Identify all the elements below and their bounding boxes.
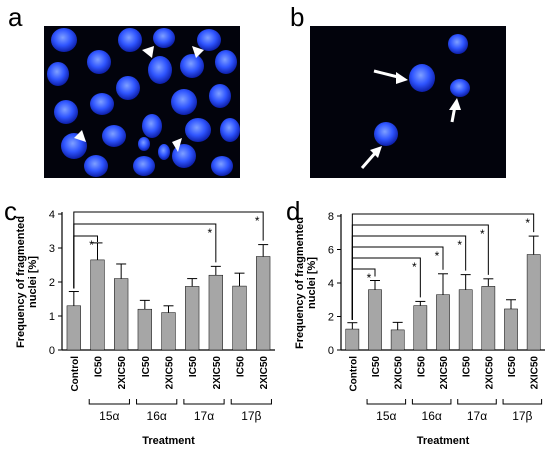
significance-star: * (89, 238, 94, 252)
category-label: IC50 (141, 356, 152, 378)
arrowheads-a (74, 46, 204, 152)
y-tick-label: 0 (328, 345, 334, 357)
significance-star: * (412, 260, 417, 274)
group-bracket (411, 399, 452, 405)
group-label: 17α (194, 409, 214, 423)
category-label: 2XIC50 (117, 356, 128, 390)
significance-star: * (525, 216, 530, 230)
group-label: 15α (99, 409, 119, 423)
bar-chart-d: 0 2 4 6 8 Frequency of fragmented nuclei [%] Co… (294, 211, 545, 447)
significance-star: * (207, 226, 212, 240)
bar (413, 305, 428, 351)
y-tick-label: 4 (328, 278, 334, 290)
y-axis-label-line2: nuclei [%] (306, 257, 318, 309)
bar (137, 308, 152, 351)
micrograph-a (44, 26, 240, 178)
category-label: 2XIC50 (259, 356, 270, 390)
y-tick-label: 4 (49, 209, 55, 221)
bar (208, 274, 223, 351)
category-label: 2XIC50 (439, 356, 450, 390)
group-bracket (88, 399, 130, 405)
category-label: 2XIC50 (165, 356, 176, 390)
group-bracket (502, 399, 543, 405)
panel-label-b: b (290, 2, 305, 32)
y-tick-label: 6 (328, 245, 334, 257)
category-label: 2XIC50 (484, 356, 495, 390)
significance-bracket (351, 213, 535, 320)
bar (368, 289, 382, 351)
group-bracket (457, 399, 497, 405)
bar (481, 286, 496, 351)
group-bracket (136, 399, 178, 405)
group-label: 16α (147, 409, 167, 423)
y-tick-label: 2 (328, 312, 334, 324)
significance-star: * (480, 227, 485, 241)
y-axis-label-line2: nuclei [%] (27, 256, 39, 308)
bar (161, 312, 176, 351)
category-label: IC50 (507, 356, 518, 378)
bar (345, 328, 360, 351)
y-axis-label-line1: Frequency of fragmented (294, 217, 306, 349)
group-label: 17β (512, 409, 532, 423)
significance-star: * (367, 271, 372, 285)
micrograph-b (310, 26, 506, 178)
significance-star: * (457, 238, 462, 252)
group-label: 15α (376, 409, 396, 423)
bar (458, 289, 473, 351)
micrograph-b-image (360, 34, 470, 169)
category-label: IC50 (416, 356, 427, 378)
bar (90, 259, 105, 351)
arrows-b (360, 69, 461, 169)
group-bracket (230, 399, 272, 405)
y-axis-label: Frequency of fragmented nuclei [%] (294, 217, 318, 349)
y-tick-label: 0 (49, 345, 55, 357)
bar (526, 254, 541, 351)
category-label: Control (348, 356, 359, 392)
significance-star: * (435, 249, 440, 263)
bar (436, 294, 450, 351)
significance-bracket (73, 211, 264, 289)
bar (390, 329, 405, 351)
category-label: IC50 (188, 356, 199, 378)
category-label: 2XIC50 (212, 356, 223, 390)
x-axis-label: Treatment (417, 435, 470, 447)
group-label: 17α (467, 409, 487, 423)
category-label: IC50 (371, 356, 382, 378)
bar (66, 305, 81, 351)
panel-label-a: a (8, 2, 23, 32)
chart-c-marks: 0 1 2 3 4 Frequency of fragmented nuclei [%] Co… (15, 209, 275, 447)
y-tick-label: 1 (49, 311, 55, 323)
y-tick-label: 2 (49, 277, 55, 289)
x-axis-label: Treatment (142, 435, 195, 447)
group-bracket (183, 399, 225, 405)
category-label: IC50 (94, 356, 105, 378)
bar (114, 278, 129, 351)
panel-label-c: c (4, 196, 17, 226)
panel-label-d: d (286, 196, 301, 226)
micrograph-a-image (47, 28, 240, 177)
bar (185, 286, 200, 351)
chart-d-marks: 0 2 4 6 8 Frequency of fragmented nuclei [%] Co… (294, 211, 545, 447)
y-tick-label: 8 (328, 211, 334, 223)
bar (232, 285, 247, 351)
y-tick-label: 3 (49, 243, 55, 255)
y-axis-label: Frequency of fragmented nuclei [%] (15, 216, 39, 348)
bar (504, 308, 518, 351)
category-label: Control (70, 356, 81, 392)
group-bracket (366, 399, 407, 405)
y-axis-label-line1: Frequency of fragmented (15, 216, 27, 348)
group-label: 17β (241, 409, 261, 423)
significance-star: * (255, 214, 260, 228)
category-label: 2XIC50 (530, 356, 541, 390)
bar (256, 256, 271, 351)
group-label: 16α (422, 409, 442, 423)
category-label: IC50 (236, 356, 247, 378)
category-label: IC50 (462, 356, 473, 378)
category-label: 2XIC50 (394, 356, 405, 390)
bar-chart-c: 0 1 2 3 4 Frequency of fragmented nuclei [%] Co… (15, 209, 275, 447)
significance-bracket (351, 257, 421, 320)
